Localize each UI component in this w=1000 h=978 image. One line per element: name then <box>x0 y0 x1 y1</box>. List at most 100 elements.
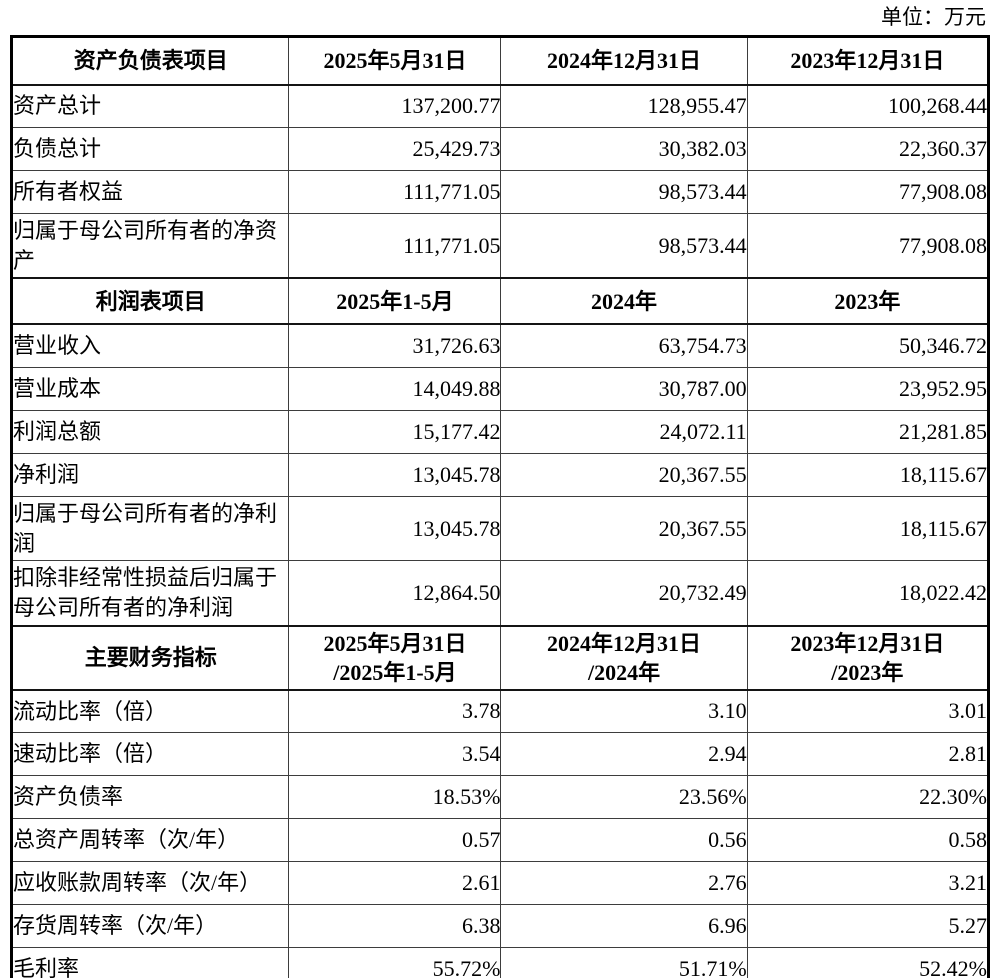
value-cell: 0.58 <box>746 818 990 863</box>
period-header-cell: 2025年1-5月 <box>288 277 502 326</box>
value-cell: 20,367.55 <box>500 452 748 497</box>
table-row: 利润总额 15,177.42 24,072.11 21,281.85 <box>10 409 990 454</box>
period-header-line: /2023年 <box>831 659 904 685</box>
value-cell: 3.01 <box>746 689 990 734</box>
table-row: 资产总计 137,200.77 128,955.47 100,268.44 <box>10 84 990 128</box>
value-cell: 2.61 <box>288 861 502 906</box>
value-cell: 21,281.85 <box>746 409 990 454</box>
row-label-cell: 营业收入 <box>10 323 290 368</box>
period-header-cell: 2023年12月31日 <box>746 35 990 86</box>
period-header-line: /2025年1-5月 <box>333 659 457 685</box>
table-row: 存货周转率（次/年） 6.38 6.96 5.27 <box>10 904 990 949</box>
value-cell: 2.81 <box>746 732 990 777</box>
table-row: 应收账款周转率（次/年） 2.61 2.76 3.21 <box>10 861 990 906</box>
value-cell: 2.76 <box>500 861 748 906</box>
period-header-line: 2023年 <box>834 288 901 314</box>
value-cell: 77,908.08 <box>746 213 990 279</box>
period-header-line: 2025年5月31日 <box>323 630 467 656</box>
table-row: 营业成本 14,049.88 30,787.00 23,952.95 <box>10 366 990 411</box>
value-cell: 23.56% <box>500 775 748 820</box>
value-cell: 31,726.63 <box>288 323 502 368</box>
section-title-cell: 主要财务指标 <box>10 624 290 691</box>
period-header-cell: 2025年5月31日 <box>288 35 502 86</box>
value-cell: 14,049.88 <box>288 366 502 411</box>
value-cell: 20,732.49 <box>500 560 748 627</box>
row-label-cell: 资产总计 <box>10 84 290 128</box>
period-header-line: 2025年5月31日 <box>323 48 467 74</box>
value-cell: 12,864.50 <box>288 560 502 627</box>
unit-label: 单位：万元 <box>881 5 986 29</box>
table-row: 营业收入 31,726.63 63,754.73 50,346.72 <box>10 323 990 368</box>
period-header-cell: 2024年 <box>500 277 748 326</box>
row-label-cell: 总资产周转率（次/年） <box>10 818 290 863</box>
table-row: 负债总计 25,429.73 30,382.03 22,360.37 <box>10 127 990 171</box>
period-header-line: 2024年 <box>591 288 658 314</box>
value-cell: 0.56 <box>500 818 748 863</box>
period-header-cell: 2025年5月31日/2025年1-5月 <box>288 624 502 691</box>
value-cell: 13,045.78 <box>288 495 502 562</box>
value-cell: 3.54 <box>288 732 502 777</box>
section-title-cell: 利润表项目 <box>10 277 290 326</box>
row-label-cell: 营业成本 <box>10 366 290 411</box>
value-cell: 55.72% <box>288 947 502 978</box>
period-header-line: 2024年12月31日 <box>547 630 702 656</box>
value-cell: 63,754.73 <box>500 323 748 368</box>
value-cell: 6.96 <box>500 904 748 949</box>
table-row: 所有者权益 111,771.05 98,573.44 77,908.08 <box>10 170 990 214</box>
table-row: 毛利率 55.72% 51.71% 52.42% <box>10 947 990 978</box>
table-row: 归属于母公司所有者的净利润 13,045.78 20,367.55 18,115.67 <box>10 495 990 562</box>
section-header-row: 资产负债表项目 2025年5月31日 2024年12月31日 2023年12月31日 <box>10 35 990 86</box>
row-label-cell: 所有者权益 <box>10 170 290 214</box>
row-label-cell: 归属于母公司所有者的净利润 <box>10 495 290 562</box>
row-label-cell: 利润总额 <box>10 409 290 454</box>
value-cell: 128,955.47 <box>500 84 748 128</box>
value-cell: 77,908.08 <box>746 170 990 214</box>
section-header-row: 利润表项目 2025年1-5月 2024年 2023年 <box>10 277 990 326</box>
value-cell: 24,072.11 <box>500 409 748 454</box>
value-cell: 18,115.67 <box>746 495 990 562</box>
value-cell: 3.21 <box>746 861 990 906</box>
value-cell: 22.30% <box>746 775 990 820</box>
value-cell: 13,045.78 <box>288 452 502 497</box>
period-header-line: 2024年12月31日 <box>547 48 702 74</box>
value-cell: 30,787.00 <box>500 366 748 411</box>
value-cell: 98,573.44 <box>500 213 748 279</box>
value-cell: 0.57 <box>288 818 502 863</box>
period-header-cell: 2023年 <box>746 277 990 326</box>
table-row: 流动比率（倍） 3.78 3.10 3.01 <box>10 689 990 734</box>
value-cell: 23,952.95 <box>746 366 990 411</box>
section-header-row: 主要财务指标 2025年5月31日/2025年1-5月 2024年12月31日/20… <box>10 624 990 691</box>
period-header-line: /2024年 <box>587 659 661 685</box>
value-cell: 5.27 <box>746 904 990 949</box>
row-label-cell: 负债总计 <box>10 127 290 171</box>
financial-summary-table: 资产负债表项目 2025年5月31日 2024年12月31日 2023年12月31日资… <box>10 35 990 978</box>
value-cell: 25,429.73 <box>288 127 502 171</box>
value-cell: 50,346.72 <box>746 323 990 368</box>
value-cell: 15,177.42 <box>288 409 502 454</box>
value-cell: 51.71% <box>500 947 748 978</box>
value-cell: 2.94 <box>500 732 748 777</box>
row-label-cell: 流动比率（倍） <box>10 689 290 734</box>
value-cell: 18.53% <box>288 775 502 820</box>
row-label-cell: 资产负债率 <box>10 775 290 820</box>
value-cell: 18,022.42 <box>746 560 990 627</box>
row-label-cell: 速动比率（倍） <box>10 732 290 777</box>
table-row: 扣除非经常性损益后归属于母公司所有者的净利润 12,864.50 20,732.49… <box>10 560 990 627</box>
financial-table-body: 资产负债表项目 2025年5月31日 2024年12月31日 2023年12月31日资… <box>10 35 990 978</box>
value-cell: 22,360.37 <box>746 127 990 171</box>
value-cell: 52.42% <box>746 947 990 978</box>
section-title-cell: 资产负债表项目 <box>10 35 290 86</box>
row-label-cell: 存货周转率（次/年） <box>10 904 290 949</box>
value-cell: 111,771.05 <box>288 170 502 214</box>
period-header-line: 2023年12月31日 <box>790 630 945 656</box>
row-label-cell: 净利润 <box>10 452 290 497</box>
table-row: 归属于母公司所有者的净资产 111,771.05 98,573.44 77,908.0… <box>10 213 990 279</box>
value-cell: 137,200.77 <box>288 84 502 128</box>
value-cell: 20,367.55 <box>500 495 748 562</box>
row-label-cell: 归属于母公司所有者的净资产 <box>10 213 290 279</box>
row-label-cell: 应收账款周转率（次/年） <box>10 861 290 906</box>
period-header-cell: 2023年12月31日/2023年 <box>746 624 990 691</box>
value-cell: 3.10 <box>500 689 748 734</box>
value-cell: 18,115.67 <box>746 452 990 497</box>
